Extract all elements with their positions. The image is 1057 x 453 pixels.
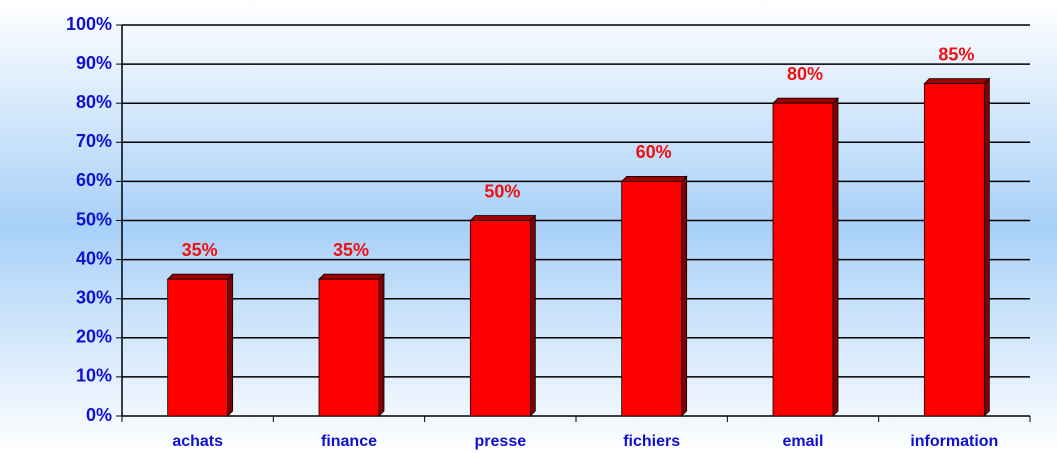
- y-tick-label: 80%: [76, 92, 112, 112]
- x-tick-label: achats: [172, 433, 223, 450]
- bar: [469, 220, 531, 417]
- bar-side: [681, 175, 688, 417]
- value-label: 85%: [938, 44, 974, 64]
- bar-top: [923, 78, 991, 85]
- bar-side: [378, 273, 385, 417]
- bar-side: [832, 97, 839, 417]
- value-label: 50%: [484, 181, 520, 201]
- x-tick-label: email: [783, 433, 824, 450]
- bar: [318, 278, 380, 417]
- y-tick-label: 40%: [76, 248, 112, 268]
- y-tick-label: 10%: [76, 366, 112, 386]
- y-tick-label: 60%: [76, 170, 112, 190]
- bar-top: [772, 97, 839, 104]
- y-tick-label: 30%: [76, 287, 112, 307]
- y-tick-label: 100%: [66, 14, 112, 34]
- y-tick-label: 50%: [76, 209, 112, 229]
- bar-side: [529, 214, 536, 417]
- value-label: 60%: [636, 142, 672, 162]
- x-tick-label: presse: [475, 433, 527, 450]
- bar-top: [166, 273, 234, 280]
- y-tick-label: 70%: [76, 131, 112, 151]
- bar-side: [227, 273, 234, 417]
- bar: [923, 83, 985, 417]
- value-label: 35%: [182, 240, 218, 260]
- bar-top: [318, 273, 385, 280]
- y-tick-label: 20%: [76, 327, 112, 347]
- y-tick-label: 0%: [86, 405, 112, 425]
- x-tick-label: finance: [321, 433, 377, 450]
- bar: [167, 278, 229, 417]
- bar-top: [620, 175, 688, 182]
- bar-side: [983, 77, 990, 417]
- value-label: 35%: [333, 240, 369, 260]
- x-tick-label: information: [910, 433, 998, 450]
- value-label: 80%: [787, 64, 823, 84]
- y-tick-label: 90%: [76, 53, 112, 73]
- bar-top: [469, 215, 537, 221]
- bar: [621, 180, 683, 417]
- x-tick-label: fichiers: [623, 433, 680, 450]
- bar: [772, 102, 834, 417]
